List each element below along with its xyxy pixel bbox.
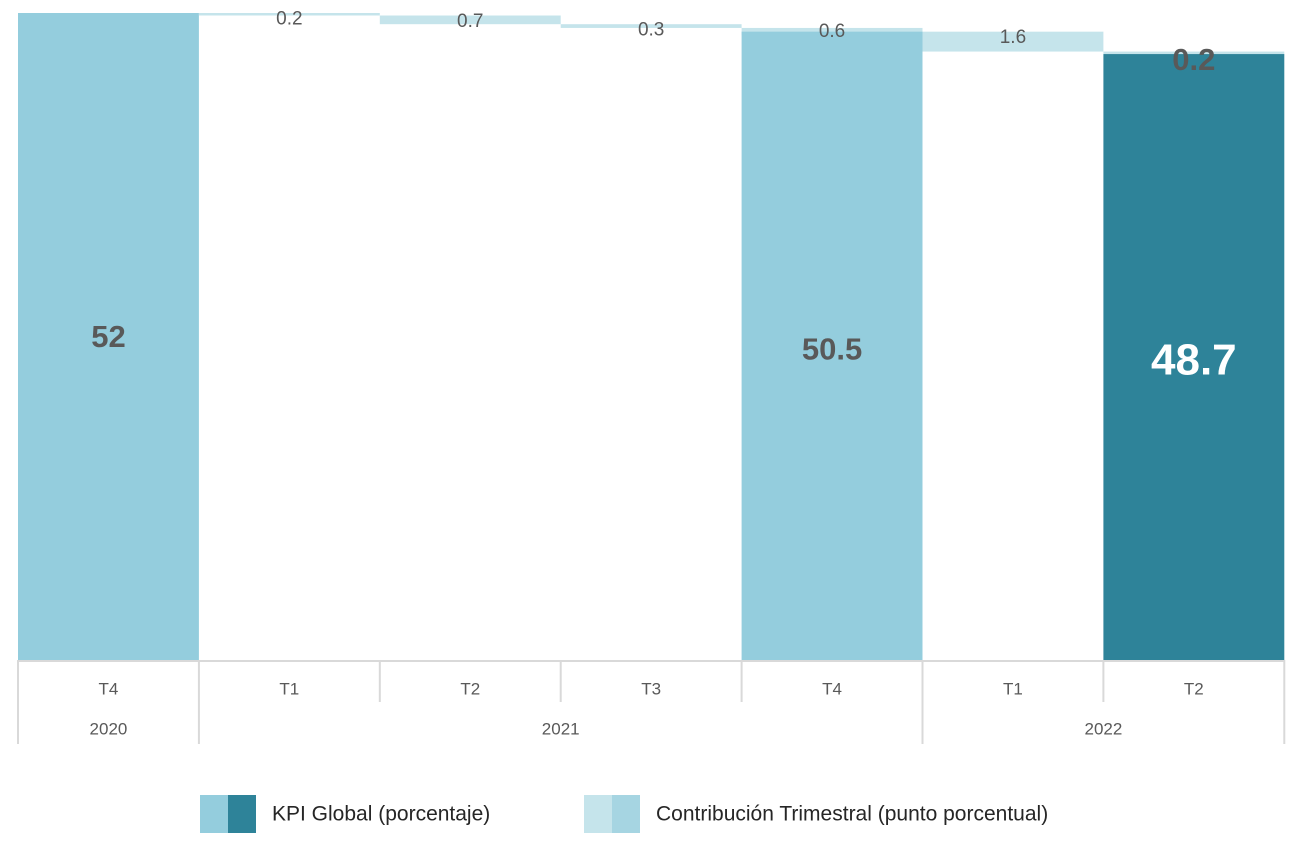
bars-layer — [18, 13, 1285, 661]
legend-swatch — [200, 795, 228, 833]
tick-label-quarter: T2 — [460, 680, 480, 699]
tick-label-quarter: T3 — [641, 680, 661, 699]
bar-final — [1103, 54, 1285, 660]
tick-label-quarter: T4 — [99, 680, 119, 699]
tick-label-quarter: T4 — [822, 680, 842, 699]
legend-swatch — [228, 795, 256, 833]
bar-delta — [1103, 51, 1285, 55]
tick-label-year: 2020 — [90, 720, 128, 739]
data-label-delta: 0.6 — [819, 21, 845, 42]
data-label-final: 48.7 — [1151, 336, 1237, 385]
legend-label: KPI Global (porcentaje) — [272, 803, 490, 826]
bar-delta — [379, 15, 561, 25]
legend-swatch — [612, 795, 640, 833]
bar-total — [18, 13, 199, 660]
bar-delta — [922, 31, 1104, 52]
tick-label-year: 2021 — [542, 720, 580, 739]
data-label-delta: 1.6 — [1000, 27, 1026, 48]
bar-delta — [560, 24, 742, 28]
data-labels-layer: 52 0.2 0.7 0.3 0.6 50.5 1.6 0.2 48.7 — [91, 9, 1236, 385]
data-label-delta: 0.2 — [276, 9, 302, 30]
category-axis: T4 T1 T2 T3 T4 T1 T2 2020 2021 2022 — [17, 660, 1286, 744]
data-label-total: 52 — [91, 319, 125, 354]
bar-total — [741, 31, 923, 661]
data-label-delta: 0.3 — [638, 20, 664, 41]
data-label-delta: 0.7 — [457, 11, 483, 32]
legend: KPI Global (porcentaje) Contribución Trim… — [200, 795, 1048, 833]
tick-label-quarter: T1 — [279, 680, 299, 699]
tick-label-quarter: T1 — [1003, 680, 1023, 699]
legend-label: Contribución Trimestral (punto porcentua… — [656, 803, 1048, 826]
legend-swatch — [584, 795, 612, 833]
bar-delta — [198, 13, 380, 16]
data-label-total: 50.5 — [802, 331, 862, 366]
bar-delta — [741, 27, 923, 36]
tick-label-quarter: T2 — [1184, 680, 1204, 699]
data-label-delta: 0.2 — [1172, 42, 1215, 77]
tick-label-year: 2022 — [1084, 720, 1122, 739]
